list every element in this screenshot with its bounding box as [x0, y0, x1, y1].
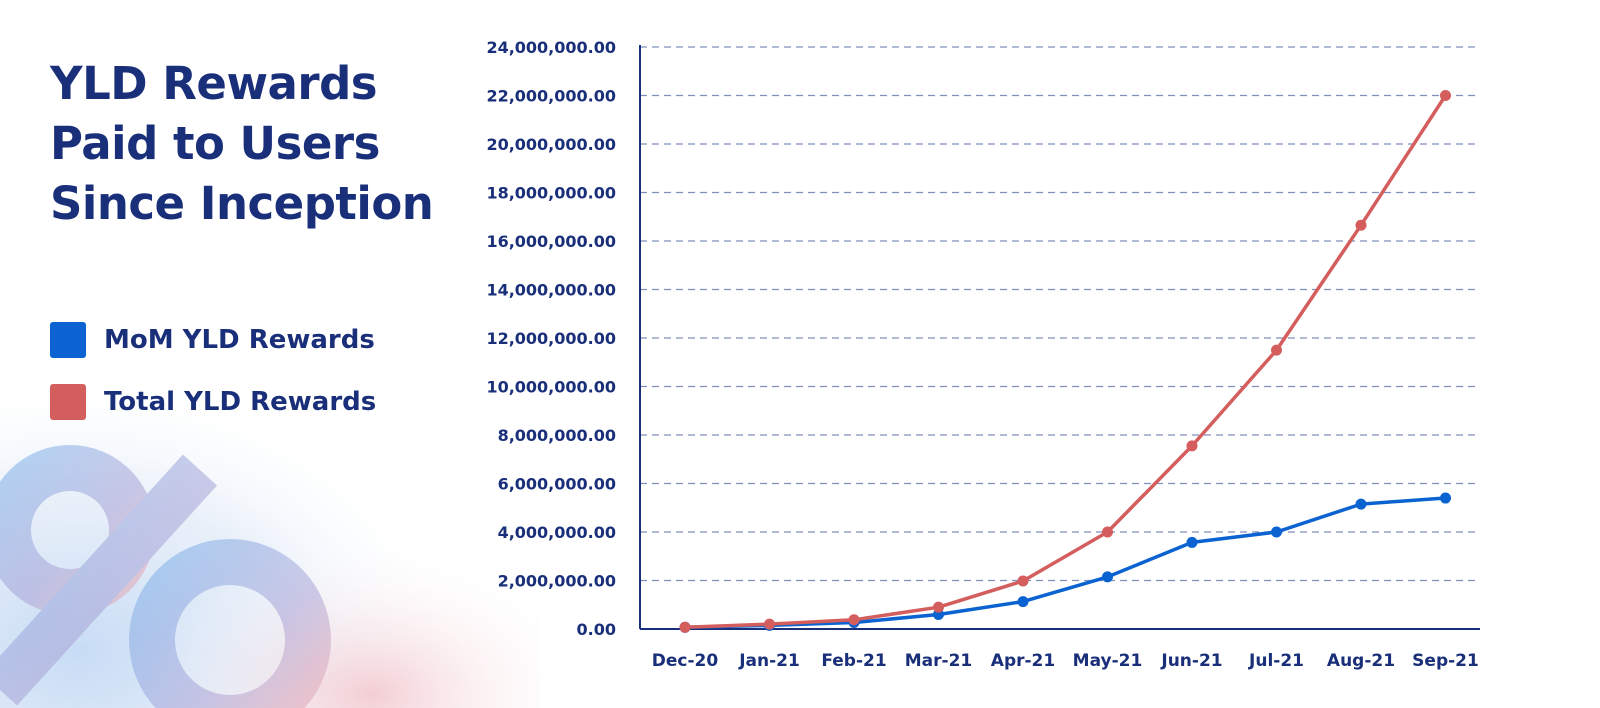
data-point-total	[1017, 575, 1029, 587]
page-title: YLD Rewards Paid to Users Since Inceptio…	[50, 57, 434, 230]
y-tick-label: 14,000,000.00	[486, 281, 616, 300]
data-point-total	[933, 601, 944, 613]
chart-legend: MoM YLD Rewards Total YLD Rewards	[50, 320, 376, 444]
legend-label-total: Total YLD Rewards	[104, 387, 377, 417]
data-point-total	[848, 614, 860, 626]
y-tick-label: 16,000,000.00	[486, 232, 616, 251]
data-point-mom	[1017, 596, 1029, 608]
x-tick-label: Jan-21	[738, 651, 800, 671]
data-point-mom	[1440, 492, 1451, 504]
y-tick-label: 8,000,000.00	[498, 426, 616, 445]
legend-item-mom: MoM YLD Rewards	[50, 320, 376, 360]
logo-watermark-icon	[0, 445, 331, 708]
x-tick-label: Jun-21	[1160, 651, 1222, 671]
series-line-total	[683, 93, 1448, 630]
x-tick-label: Mar-21	[905, 651, 973, 671]
data-point-total	[1271, 344, 1282, 356]
y-tick-label: 6,000,000.00	[498, 475, 616, 494]
y-tick-label: 18,000,000.00	[486, 184, 616, 203]
x-tick-label: May-21	[1073, 651, 1143, 671]
data-point-mom	[1271, 526, 1282, 538]
x-tick-label: Dec-20	[652, 651, 719, 671]
data-point-total	[1355, 219, 1367, 231]
data-point-mom	[1102, 571, 1113, 583]
legend-swatch-total	[50, 384, 86, 420]
y-tick-label: 20,000,000.00	[486, 135, 616, 154]
legend-item-total: Total YLD Rewards	[50, 382, 376, 422]
y-tick-label: 12,000,000.00	[486, 329, 616, 348]
data-point-total	[1440, 90, 1451, 101]
data-point-total	[679, 621, 691, 633]
data-point-mom	[1186, 536, 1198, 548]
x-tick-label: Sep-21	[1412, 651, 1479, 671]
y-tick-label: 0.00	[577, 620, 616, 639]
y-tick-label: 22,000,000.00	[486, 87, 616, 106]
series-line-mom	[683, 496, 1448, 630]
x-tick-label: Aug-21	[1327, 651, 1395, 671]
y-tick-label: 2,000,000.00	[498, 572, 616, 591]
y-tick-label: 24,000,000.00	[486, 38, 616, 57]
data-point-total	[764, 618, 775, 630]
x-tick-label: Jul-21	[1248, 651, 1304, 671]
legend-label-mom: MoM YLD Rewards	[104, 325, 375, 355]
x-tick-label: Feb-21	[821, 651, 886, 671]
y-tick-label: 10,000,000.00	[486, 378, 616, 397]
legend-swatch-mom	[50, 322, 86, 358]
data-point-total	[1186, 440, 1198, 452]
y-tick-label: 4,000,000.00	[498, 523, 616, 542]
data-point-mom	[1355, 498, 1367, 510]
x-tick-label: Apr-21	[991, 651, 1055, 671]
data-point-total	[1102, 526, 1113, 538]
